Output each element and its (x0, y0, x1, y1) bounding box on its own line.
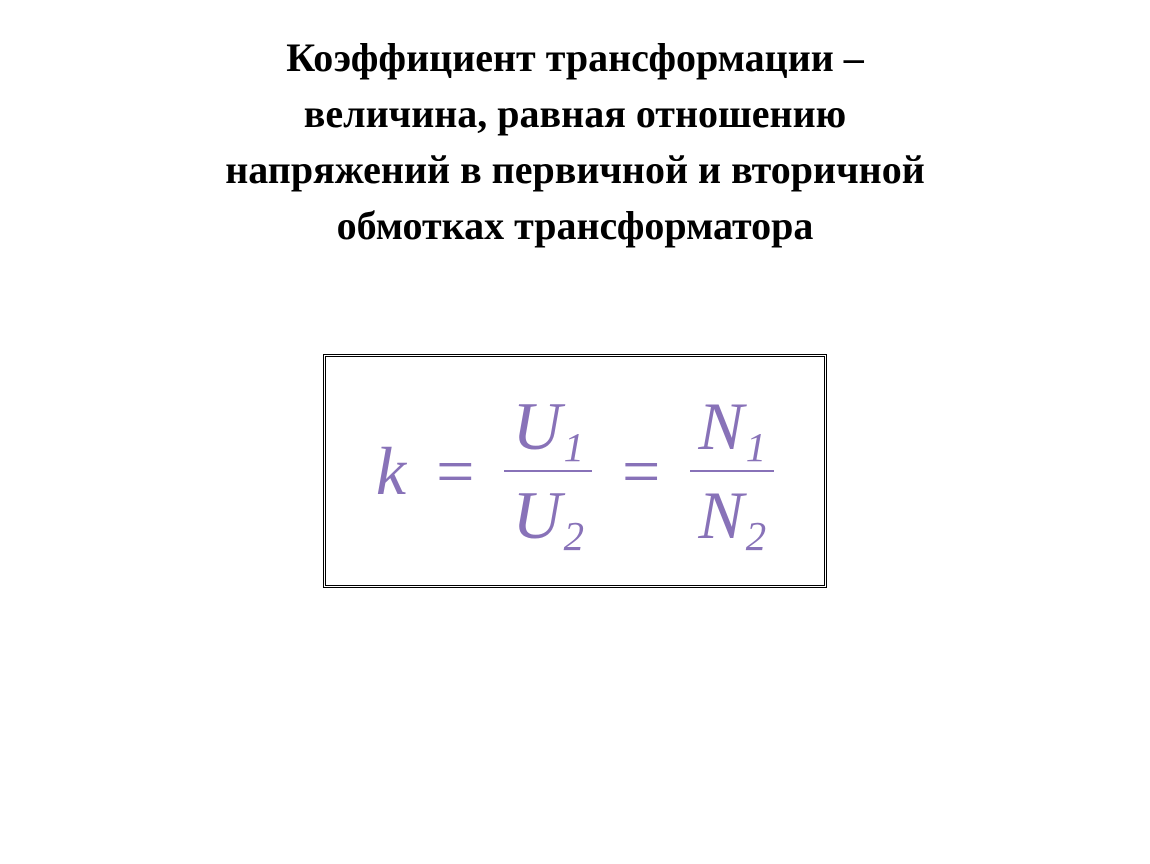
turns-fraction: N 1 N 2 (690, 387, 774, 555)
voltage-fraction: U 1 U 2 (504, 387, 592, 555)
n2-subscript: 2 (746, 513, 766, 560)
voltage-numerator: U 1 (504, 387, 592, 466)
u1-subscript: 1 (564, 424, 584, 471)
turns-numerator: N 1 (690, 387, 774, 466)
definition-line-1: Коэффициент трансформации – (286, 35, 864, 80)
u1-base: U (512, 387, 561, 466)
definition-line-2: величина, равная отношению (304, 91, 846, 136)
formula-lhs: k (376, 432, 406, 511)
u2-subscript: 2 (564, 513, 584, 560)
n1-base: N (698, 387, 743, 466)
n2-base: N (698, 476, 743, 555)
definition-paragraph: Коэффициент трансформации – величина, ра… (225, 30, 925, 254)
u2-base: U (512, 476, 561, 555)
voltage-denominator: U 2 (504, 476, 592, 555)
transformation-ratio-formula: k = U 1 U 2 = N 1 N 2 (376, 387, 774, 555)
equals-sign-1: = (426, 432, 484, 511)
definition-line-4: обмотках трансформатора (337, 203, 814, 248)
turns-denominator: N 2 (690, 476, 774, 555)
formula-container: k = U 1 U 2 = N 1 N 2 (323, 354, 827, 588)
definition-line-3: напряжений в первичной и вторичной (225, 147, 925, 192)
n1-subscript: 1 (746, 424, 766, 471)
equals-sign-2: = (612, 432, 670, 511)
